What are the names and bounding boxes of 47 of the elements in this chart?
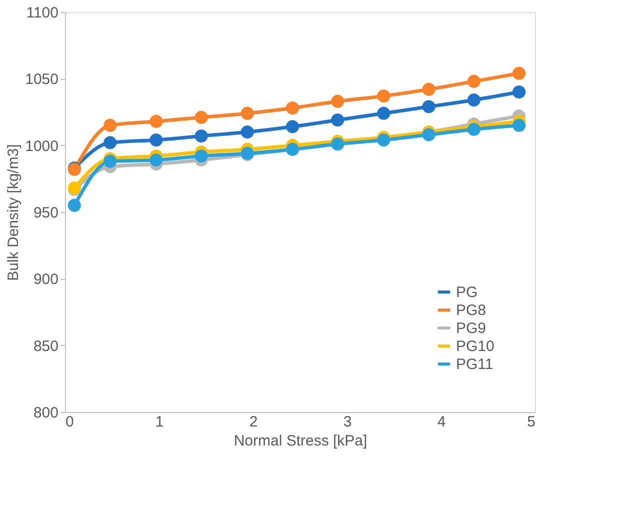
point bbox=[286, 120, 299, 134]
point bbox=[68, 198, 81, 212]
point bbox=[377, 89, 390, 103]
point bbox=[422, 128, 436, 142]
x-tick-label: 0 bbox=[66, 414, 74, 430]
point bbox=[150, 133, 163, 147]
point bbox=[286, 101, 299, 115]
point bbox=[467, 74, 480, 88]
x-tick-label: 1 bbox=[155, 414, 164, 430]
point bbox=[150, 153, 163, 167]
y-tick-label: 1050 bbox=[25, 71, 58, 88]
point bbox=[512, 118, 526, 132]
x-tick-label: 3 bbox=[343, 414, 352, 430]
point bbox=[194, 149, 208, 163]
point bbox=[467, 93, 480, 107]
legend-label: PG11 bbox=[456, 356, 494, 373]
x-tick-label: 4 bbox=[437, 414, 446, 430]
point bbox=[512, 85, 526, 99]
point bbox=[331, 94, 344, 108]
point bbox=[150, 114, 163, 128]
point bbox=[467, 122, 480, 136]
point bbox=[194, 129, 208, 143]
legend-label: PG bbox=[456, 284, 478, 301]
x-tick-label: 5 bbox=[527, 414, 536, 430]
point bbox=[104, 136, 117, 150]
y-axis-title: Bulk Density [kg/m3] bbox=[5, 144, 22, 281]
point bbox=[194, 110, 208, 124]
legend-label: PG9 bbox=[456, 320, 486, 337]
y-tick-label: 1000 bbox=[25, 138, 58, 155]
y-tick-label: 850 bbox=[33, 338, 58, 355]
point bbox=[104, 154, 117, 168]
legend-label: PG10 bbox=[456, 338, 494, 355]
point bbox=[422, 82, 436, 96]
y-tick-label: 950 bbox=[33, 204, 58, 222]
point bbox=[240, 125, 254, 139]
y-tick-label: 800 bbox=[33, 404, 58, 422]
point bbox=[331, 113, 344, 127]
x-axis-title: Normal Stress [kPa] bbox=[234, 432, 368, 450]
point bbox=[512, 66, 526, 80]
legend-label: PG8 bbox=[456, 302, 486, 319]
y-tick-label: 1100 bbox=[26, 4, 58, 22]
point bbox=[240, 106, 254, 120]
point bbox=[377, 106, 390, 120]
point bbox=[422, 100, 436, 114]
point bbox=[104, 118, 117, 132]
x-tick-label: 2 bbox=[249, 414, 258, 430]
y-tick-label: 900 bbox=[33, 271, 58, 288]
